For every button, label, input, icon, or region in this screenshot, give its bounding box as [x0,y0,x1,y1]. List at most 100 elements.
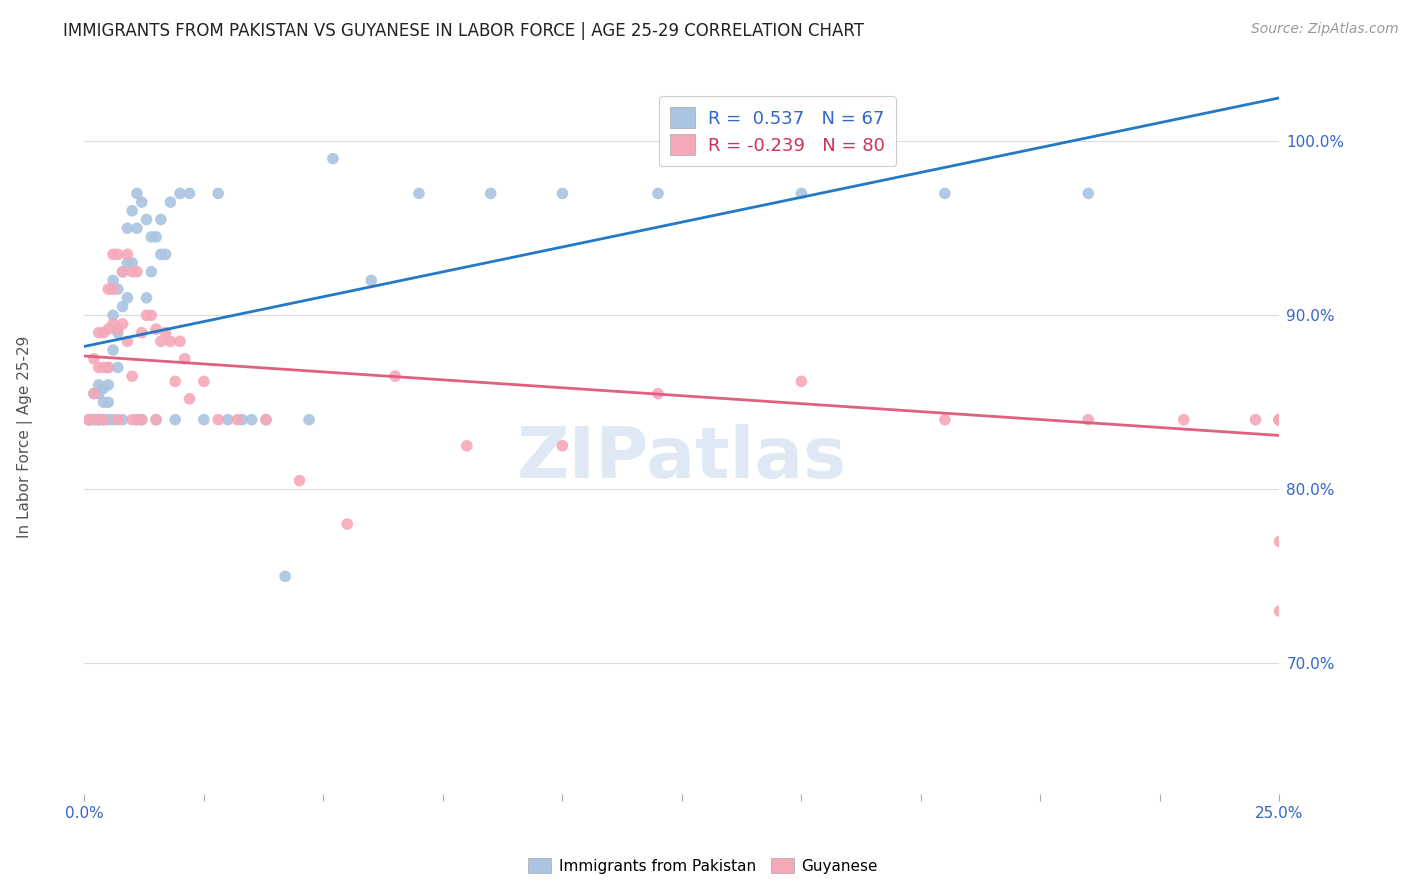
Point [336,517,359,532]
Point [1268,412,1291,426]
Point [1268,412,1291,426]
Point [1268,412,1291,426]
Legend: R =  0.537   N = 67, R = -0.239   N = 80: R = 0.537 N = 67, R = -0.239 N = 80 [659,96,896,166]
Point [647,386,669,401]
Point [111,265,134,279]
Point [1268,534,1291,549]
Point [1244,412,1267,426]
Point [159,334,181,349]
Text: ZIPatlas: ZIPatlas [517,424,846,493]
Point [131,326,153,340]
Point [254,412,277,426]
Point [1268,412,1291,426]
Point [145,412,167,426]
Point [101,412,124,426]
Point [934,186,956,201]
Point [456,439,478,453]
Text: IMMIGRANTS FROM PAKISTAN VS GUYANESE IN LABOR FORCE | AGE 25-29 CORRELATION CHAR: IMMIGRANTS FROM PAKISTAN VS GUYANESE IN … [63,22,865,40]
Point [107,412,129,426]
Point [231,412,253,426]
Point [117,247,139,261]
Point [87,386,110,401]
Point [97,377,120,392]
Point [165,412,187,426]
Point [1268,412,1291,426]
Point [934,412,956,426]
Point [141,308,163,322]
Point [173,351,195,366]
Point [1268,412,1291,426]
Point [121,265,143,279]
Point [107,322,129,336]
Point [125,412,148,426]
Point [240,412,263,426]
Point [207,186,229,201]
Point [83,351,105,366]
Point [117,221,139,235]
Point [1268,412,1291,426]
Point [135,308,157,322]
Point [1268,412,1291,426]
Point [1268,412,1291,426]
Point [83,386,105,401]
Point [1268,412,1291,426]
Point [790,186,813,201]
Legend: Immigrants from Pakistan, Guyanese: Immigrants from Pakistan, Guyanese [522,852,884,880]
Text: Source: ZipAtlas.com: Source: ZipAtlas.com [1251,22,1399,37]
Point [141,265,163,279]
Point [179,186,201,201]
Point [1268,604,1291,618]
Point [101,282,124,296]
Point [97,360,120,375]
Point [1268,412,1291,426]
Point [551,186,574,201]
Point [111,300,134,314]
Point [87,412,110,426]
Point [155,326,177,340]
Point [97,395,120,409]
Point [87,412,110,426]
Point [135,291,157,305]
Point [93,360,115,375]
Point [790,375,813,389]
Point [83,412,105,426]
Point [298,412,321,426]
Point [93,412,115,426]
Point [384,369,406,384]
Point [135,212,157,227]
Point [77,412,100,426]
Point [1268,412,1291,426]
Point [97,322,120,336]
Point [83,386,105,401]
Point [408,186,430,201]
Point [87,360,110,375]
Point [165,375,187,389]
Point [1268,412,1291,426]
Point [1268,412,1291,426]
Point [121,369,143,384]
Point [145,230,167,244]
Point [1268,412,1291,426]
Point [93,412,115,426]
Point [101,343,124,357]
Point [107,282,129,296]
Point [169,186,191,201]
Point [121,203,143,218]
Point [149,212,172,227]
Point [145,322,167,336]
Point [131,412,153,426]
Point [1173,412,1195,426]
Point [169,334,191,349]
Point [107,326,129,340]
Point [1077,412,1099,426]
Point [97,412,120,426]
Point [1268,412,1291,426]
Point [111,317,134,331]
Point [83,412,105,426]
Point [77,412,100,426]
Point [149,247,172,261]
Point [93,412,115,426]
Point [360,273,382,287]
Point [1268,412,1291,426]
Point [101,308,124,322]
